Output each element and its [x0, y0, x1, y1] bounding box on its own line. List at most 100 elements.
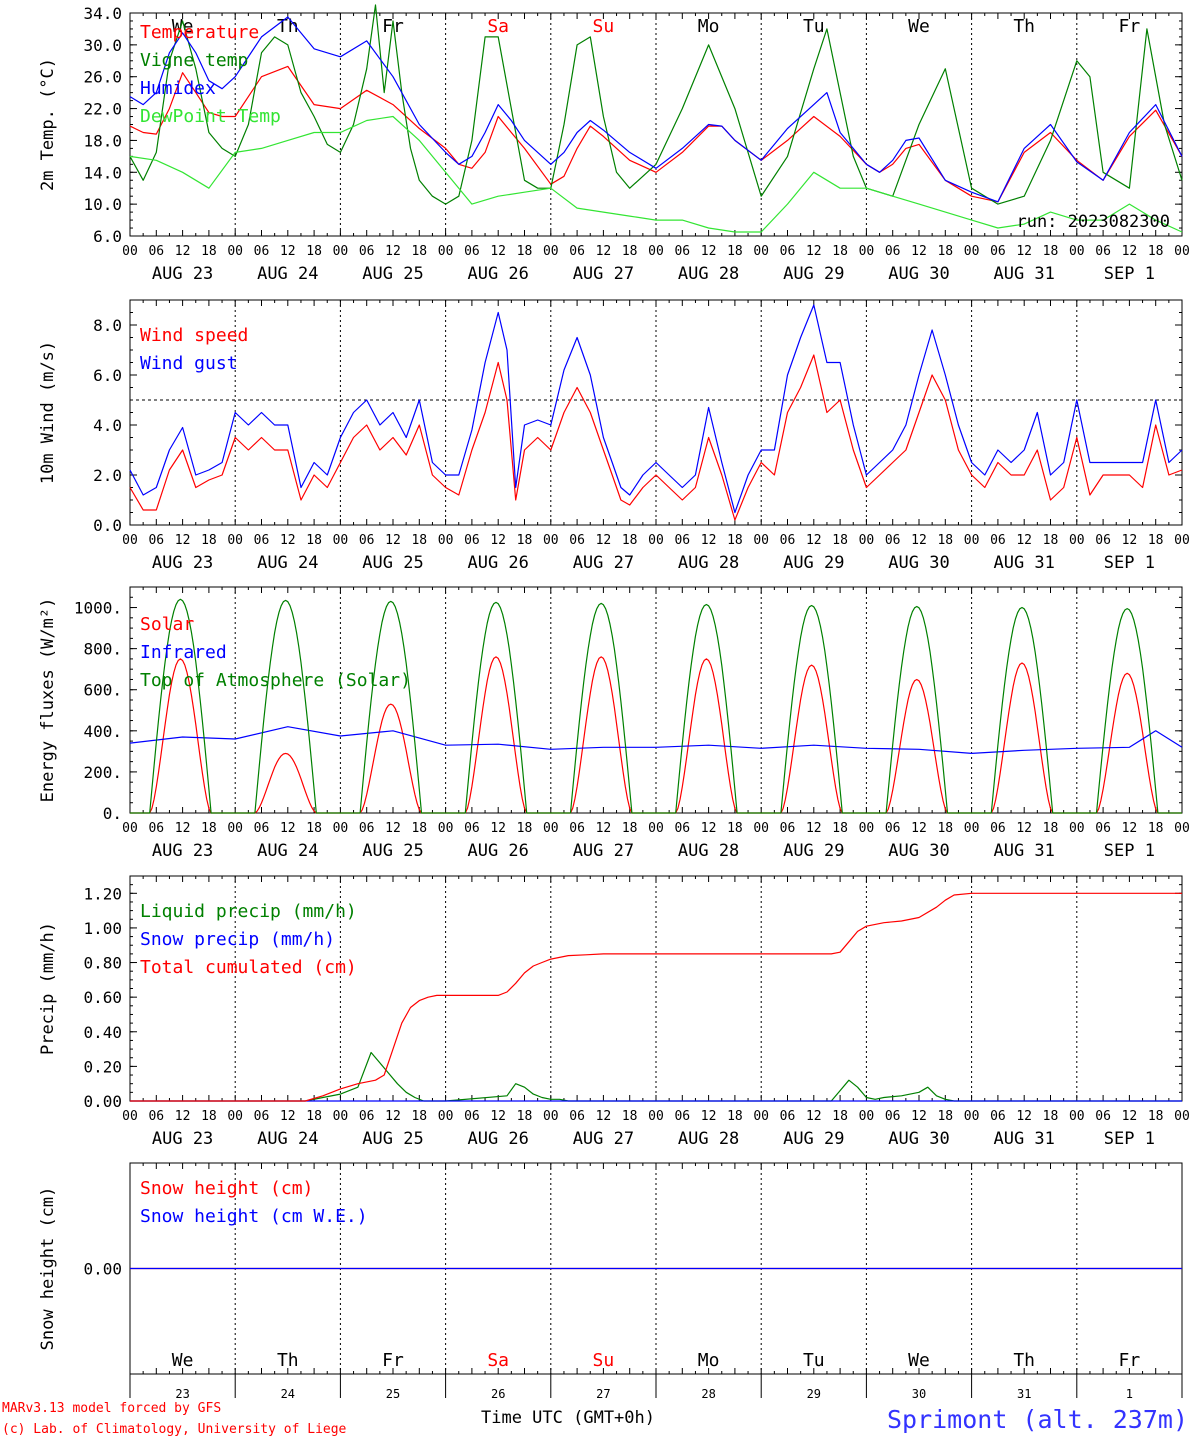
x-hour-label: 00 — [543, 533, 559, 548]
x-hour-label: 12 — [701, 821, 717, 836]
x-date-label: AUG 29 — [783, 264, 844, 284]
x-hour-label: 00 — [122, 1109, 138, 1124]
x-date-label: AUG 27 — [573, 553, 634, 573]
x-date-label: AUG 31 — [993, 841, 1054, 861]
day-name: Sa — [487, 16, 509, 37]
x-hour-label: 06 — [990, 1109, 1006, 1124]
x-hour-label: 12 — [911, 821, 927, 836]
y-tick-label: 30.0 — [83, 36, 122, 55]
y-tick-label: 0.80 — [83, 954, 122, 973]
day-name: Th — [277, 1350, 299, 1371]
legend-entry: Solar — [140, 614, 194, 635]
x-hour-label: 00 — [543, 1109, 559, 1124]
x-hour-label: 06 — [359, 244, 375, 259]
x-date-label: AUG 29 — [783, 1129, 844, 1149]
day-number: 29 — [807, 1387, 821, 1401]
x-hour-label: 18 — [411, 821, 427, 836]
x-hour-label: 00 — [333, 1109, 349, 1124]
day-name: Fr — [382, 1350, 404, 1371]
x-hour-label: 06 — [148, 821, 164, 836]
x-hour-label: 00 — [438, 244, 454, 259]
x-hour-label: 18 — [832, 533, 848, 548]
x-hour-label: 12 — [490, 821, 506, 836]
panel-snow: 0.00 Snow height (cm) Snow height (cm) Snow… — [38, 1162, 1183, 1401]
x-date-label: AUG 31 — [993, 1129, 1054, 1149]
x-hour-label: 00 — [964, 821, 980, 836]
day-name: Fr — [1119, 1350, 1141, 1371]
x-date-label: AUG 24 — [257, 553, 318, 573]
panel-energy: 0. 200. 400. 600. 800. 1000. Energy fluxes (W/… — [38, 586, 1190, 861]
day-name: Su — [593, 16, 615, 37]
day-number: 26 — [491, 1387, 505, 1401]
x-hour-label: 06 — [148, 533, 164, 548]
x-hour-label: 06 — [254, 1109, 270, 1124]
legend-entry: Humidex — [140, 78, 216, 99]
x-date-label: AUG 31 — [993, 553, 1054, 573]
x-hour-label: 18 — [1043, 533, 1059, 548]
model-credit: MARv3.13 model forced by GFS — [2, 1401, 221, 1416]
x-date-label: AUG 28 — [678, 1129, 739, 1149]
lab-credit: (c) Lab. of Climatology, University of L… — [2, 1422, 347, 1437]
series-line — [129, 354, 1183, 521]
x-date-label: AUG 24 — [257, 841, 318, 861]
x-hour-label: 06 — [780, 533, 796, 548]
x-hour-label: 12 — [280, 533, 296, 548]
x-hour-label: 00 — [1174, 1109, 1190, 1124]
x-hour-label: 18 — [411, 244, 427, 259]
x-hour-label: 00 — [333, 533, 349, 548]
y-tick-label: 26.0 — [83, 68, 122, 87]
x-hour-label: 06 — [464, 1109, 480, 1124]
day-number: 1 — [1126, 1387, 1133, 1401]
day-name: We — [908, 16, 930, 37]
x-date-label: AUG 28 — [678, 553, 739, 573]
x-hour-label: 00 — [1069, 244, 1085, 259]
x-hour-label: 00 — [964, 244, 980, 259]
x-hour-label: 06 — [148, 244, 164, 259]
x-hour-label: 06 — [464, 244, 480, 259]
x-date-label: AUG 26 — [467, 1129, 528, 1149]
x-hour-label: 06 — [359, 533, 375, 548]
y-tick-label: 14.0 — [83, 163, 122, 182]
panel-precip: 0.00 0.20 0.40 0.60 0.80 1.00 1.20 Precip (mm/h… — [38, 875, 1190, 1149]
x-hour-label: 00 — [753, 244, 769, 259]
x-hour-label: 06 — [885, 1109, 901, 1124]
x-hour-label: 06 — [464, 533, 480, 548]
day-name: Sa — [487, 1350, 509, 1371]
x-hour-label: 00 — [648, 533, 664, 548]
x-hour-label: 12 — [490, 1109, 506, 1124]
x-hour-label: 18 — [517, 821, 533, 836]
day-name: We — [908, 1350, 930, 1371]
x-hour-label: 00 — [648, 1109, 664, 1124]
x-date-label: AUG 23 — [152, 264, 213, 284]
x-hour-label: 18 — [306, 821, 322, 836]
x-date-label: AUG 30 — [888, 841, 949, 861]
x-hour-label: 00 — [543, 244, 559, 259]
x-date-label: AUG 25 — [362, 553, 423, 573]
y-tick-label: 8.0 — [93, 316, 122, 335]
legend-entry: Wind speed — [140, 325, 248, 346]
day-name: Tu — [803, 16, 825, 37]
x-hour-label: 12 — [701, 1109, 717, 1124]
y-tick-label: 0.60 — [83, 988, 122, 1007]
y-tick-label: 1000. — [74, 599, 122, 618]
x-date-label: SEP 1 — [1104, 1129, 1155, 1149]
legend-entry: Wind gust — [140, 353, 238, 374]
x-hour-label: 06 — [569, 244, 585, 259]
x-hour-label: 12 — [806, 244, 822, 259]
x-date-label: AUG 27 — [573, 1129, 634, 1149]
panel-wind: 0.0 2.0 4.0 6.0 8.0 10m Wind (m/s) 00 06 12 18 00 0… — [38, 299, 1190, 573]
x-hour-label: 12 — [490, 533, 506, 548]
x-hour-label: 06 — [780, 1109, 796, 1124]
x-date-label: AUG 23 — [152, 1129, 213, 1149]
x-axis-title: Time UTC (GMT+0h) — [481, 1408, 655, 1428]
x-hour-label: 06 — [885, 821, 901, 836]
legend-entry: Snow precip (mm/h) — [140, 929, 335, 950]
day-number: 31 — [1017, 1387, 1031, 1401]
y-tick-label: 2.0 — [93, 466, 122, 485]
y-tick-label: 10.0 — [83, 195, 122, 214]
x-date-label: AUG 24 — [257, 1129, 318, 1149]
y-tick-label: 34.0 — [83, 4, 122, 23]
x-hour-label: 18 — [201, 533, 217, 548]
x-hour-label: 06 — [1095, 821, 1111, 836]
